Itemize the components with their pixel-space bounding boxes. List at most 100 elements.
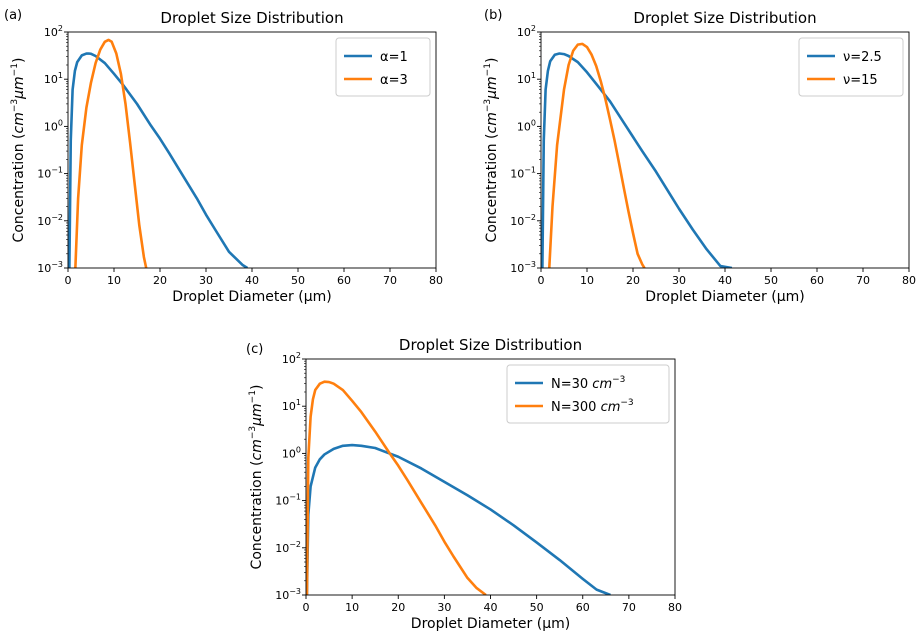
legend-unit: cm xyxy=(596,400,620,415)
x-tick-label: 10 xyxy=(107,274,121,287)
y-tick-exponent: 2 xyxy=(531,24,536,33)
y-label-exp-2: −1 xyxy=(248,390,258,403)
y-label-exp-2: −1 xyxy=(483,63,493,76)
y-tick-base: 10 xyxy=(282,400,296,413)
y-tick-label: 102 xyxy=(282,351,301,366)
x-tick-label: 30 xyxy=(437,601,451,614)
y-tick-exponent: 0 xyxy=(296,445,301,454)
y-tick-label: 101 xyxy=(44,71,63,86)
y-tick-exponent: 2 xyxy=(58,24,63,33)
y-tick-base: 10 xyxy=(44,120,58,133)
y-tick-label: 10−3 xyxy=(37,260,63,275)
x-tick-label: 20 xyxy=(626,274,640,287)
x-axis-label: Droplet Diameter (µm) xyxy=(645,289,804,305)
legend: ν=2.5 ν=15 xyxy=(798,37,904,97)
series-line-1 xyxy=(306,443,611,595)
legend-label-2: N=300 cm−3 xyxy=(551,398,634,415)
y-tick-base: 10 xyxy=(275,589,289,602)
y-label-main: Concentration ( xyxy=(484,133,500,242)
y-tick-exponent: −2 xyxy=(289,540,301,549)
legend-box xyxy=(335,37,431,97)
panel-label: (a) xyxy=(4,8,22,23)
x-tick-label: 60 xyxy=(576,601,590,614)
panel-label: (c) xyxy=(246,342,263,357)
y-tick-exponent: 0 xyxy=(58,118,63,127)
y-tick-base: 10 xyxy=(282,353,296,366)
y-tick-exponent: −1 xyxy=(524,166,536,175)
x-tick-label: 70 xyxy=(856,274,870,287)
y-tick-exponent: −1 xyxy=(289,493,301,502)
y-tick-label: 100 xyxy=(282,445,301,460)
y-label-unit-cm: cm xyxy=(11,112,27,133)
y-tick-label: 10−1 xyxy=(275,493,301,508)
legend: α=1 α=3 xyxy=(335,37,431,97)
y-tick-exponent: 2 xyxy=(296,351,301,360)
y-label-main: Concentration ( xyxy=(249,460,265,569)
y-tick-exponent: −3 xyxy=(289,587,301,596)
series-group xyxy=(68,38,249,268)
x-axis-label: Droplet Diameter (µm) xyxy=(411,616,570,632)
legend-label-2: α=3 xyxy=(380,73,408,88)
y-label-unit-cm: cm xyxy=(249,439,265,460)
x-tick-label: 30 xyxy=(672,274,686,287)
x-tick-label: 70 xyxy=(622,601,636,614)
series-line-2 xyxy=(306,380,487,595)
x-tick-label: 10 xyxy=(345,601,359,614)
y-tick-base: 10 xyxy=(275,495,289,508)
chart-title: Droplet Size Distribution xyxy=(399,336,582,354)
chart-title: Droplet Size Distribution xyxy=(633,9,816,27)
x-tick-label: 20 xyxy=(391,601,405,614)
y-tick-base: 10 xyxy=(275,542,289,555)
y-tick-label: 10−2 xyxy=(37,213,63,228)
y-tick-base: 10 xyxy=(37,168,51,181)
y-label-unit-um: μm xyxy=(249,403,265,427)
legend-series-name: α=1 xyxy=(380,50,408,65)
x-tick-label: 60 xyxy=(810,274,824,287)
legend-series-name: N=300 xyxy=(551,400,596,415)
y-tick-exponent: −2 xyxy=(524,213,536,222)
x-tick-label: 40 xyxy=(484,601,498,614)
panel-label: (b) xyxy=(484,8,502,23)
y-tick-label: 100 xyxy=(44,118,63,133)
y-tick-label: 10−1 xyxy=(510,166,536,181)
y-tick-base: 10 xyxy=(517,120,531,133)
y-tick-label: 102 xyxy=(517,24,536,39)
legend-box xyxy=(506,364,670,424)
y-tick-exponent: 1 xyxy=(296,398,301,407)
y-tick-label: 101 xyxy=(517,71,536,86)
x-tick-label: 10 xyxy=(580,274,594,287)
y-label-main: Concentration ( xyxy=(11,133,27,242)
x-tick-label: 30 xyxy=(199,274,213,287)
y-tick-base: 10 xyxy=(510,215,524,228)
legend-label-2: ν=15 xyxy=(843,73,878,88)
legend: N=30 cm−3 N=300 cm−3 xyxy=(506,364,670,424)
series-line-2 xyxy=(74,38,148,268)
y-tick-base: 10 xyxy=(510,168,524,181)
series-group xyxy=(541,42,733,268)
series-line-1 xyxy=(541,52,733,268)
y-tick-label: 10−1 xyxy=(37,166,63,181)
legend-unit: cm xyxy=(588,377,612,392)
y-axis-label: Concentration (cm−3μm−1) xyxy=(248,385,265,570)
legend-label-1: α=1 xyxy=(380,50,408,65)
x-axis-label: Droplet Diameter (µm) xyxy=(172,289,331,305)
y-axis-label: Concentration (cm−3μm−1) xyxy=(483,58,500,243)
series-line-2 xyxy=(547,42,646,268)
y-label-unit-um: μm xyxy=(484,76,500,100)
y-label-close: ) xyxy=(484,58,500,63)
x-tick-label: 80 xyxy=(668,601,682,614)
y-label-unit-um: μm xyxy=(11,76,27,100)
y-tick-base: 10 xyxy=(37,262,51,275)
y-tick-base: 10 xyxy=(44,26,58,39)
x-tick-label: 0 xyxy=(65,274,72,287)
y-tick-label: 101 xyxy=(282,398,301,413)
y-tick-label: 10−2 xyxy=(275,540,301,555)
y-tick-exponent: 1 xyxy=(531,71,536,80)
legend-label-1: N=30 cm−3 xyxy=(551,375,625,392)
x-tick-label: 40 xyxy=(245,274,259,287)
y-label-exp-2: −1 xyxy=(10,63,20,76)
x-tick-label: 20 xyxy=(153,274,167,287)
